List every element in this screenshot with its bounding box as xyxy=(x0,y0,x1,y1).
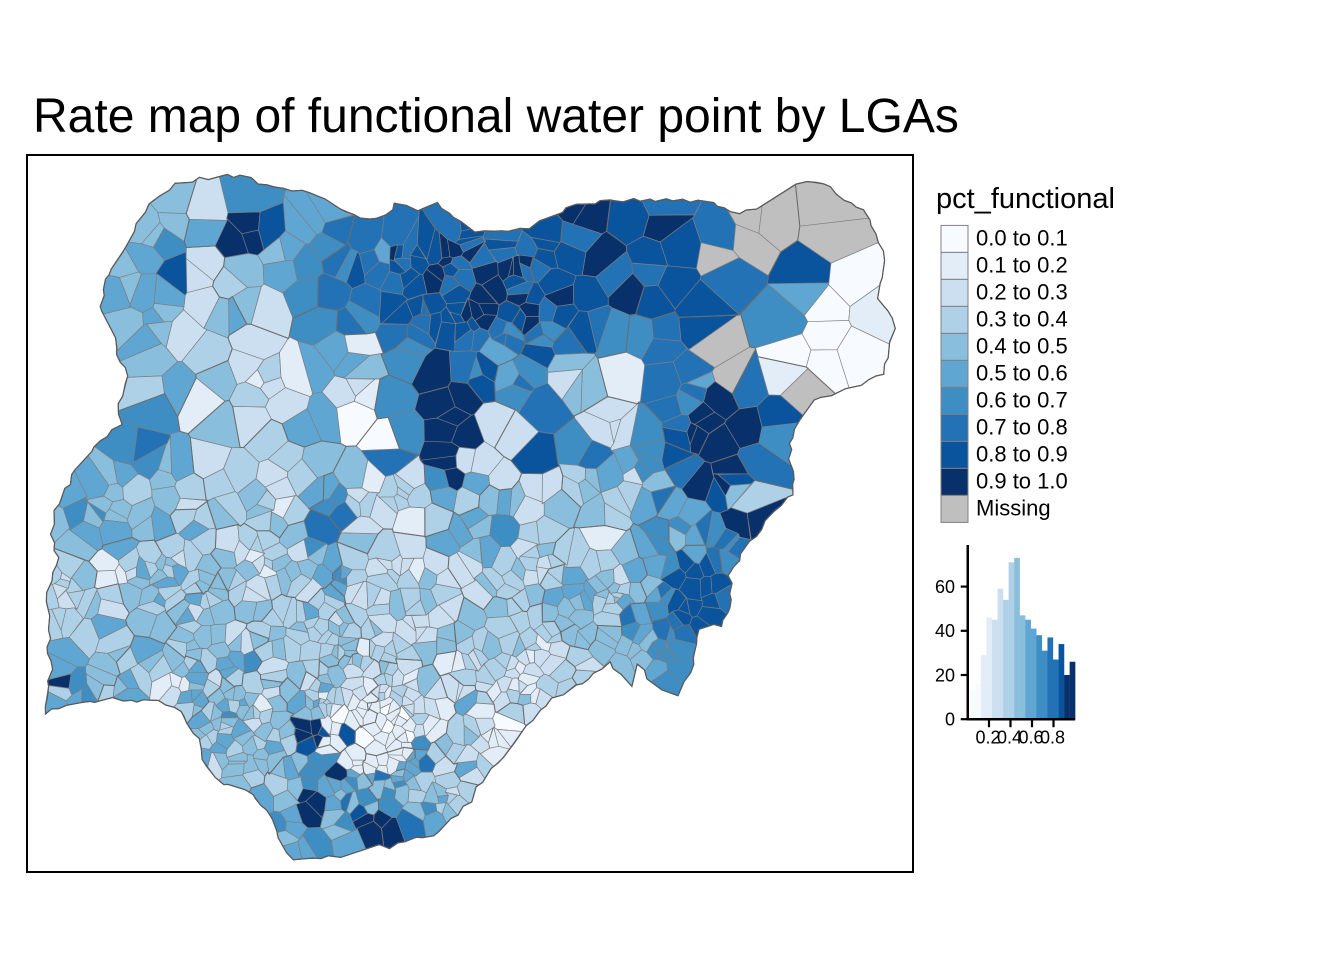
svg-text:0.0 to 0.1: 0.0 to 0.1 xyxy=(976,226,1068,251)
svg-text:0.2 to 0.3: 0.2 to 0.3 xyxy=(976,280,1068,305)
svg-text:0: 0 xyxy=(945,710,955,730)
svg-text:0.4 to 0.5: 0.4 to 0.5 xyxy=(976,334,1068,359)
svg-text:0.2: 0.2 xyxy=(975,728,1000,748)
svg-text:0.1 to 0.2: 0.1 to 0.2 xyxy=(976,253,1068,278)
svg-text:40: 40 xyxy=(935,621,955,641)
svg-text:Missing: Missing xyxy=(976,496,1051,521)
svg-text:0.9 to 1.0: 0.9 to 1.0 xyxy=(976,469,1068,494)
svg-text:60: 60 xyxy=(935,577,955,597)
svg-text:0.8: 0.8 xyxy=(1040,728,1065,748)
svg-text:pct_functional: pct_functional xyxy=(936,183,1115,215)
svg-text:0.6 to 0.7: 0.6 to 0.7 xyxy=(976,388,1068,413)
svg-text:0.4: 0.4 xyxy=(997,728,1022,748)
svg-text:0.7 to 0.8: 0.7 to 0.8 xyxy=(976,415,1068,440)
svg-text:0.6: 0.6 xyxy=(1018,728,1043,748)
svg-text:0.8 to 0.9: 0.8 to 0.9 xyxy=(976,442,1068,467)
svg-text:0.3 to 0.4: 0.3 to 0.4 xyxy=(976,307,1068,332)
svg-text:0.5 to 0.6: 0.5 to 0.6 xyxy=(976,361,1068,386)
svg-text:20: 20 xyxy=(935,665,955,685)
